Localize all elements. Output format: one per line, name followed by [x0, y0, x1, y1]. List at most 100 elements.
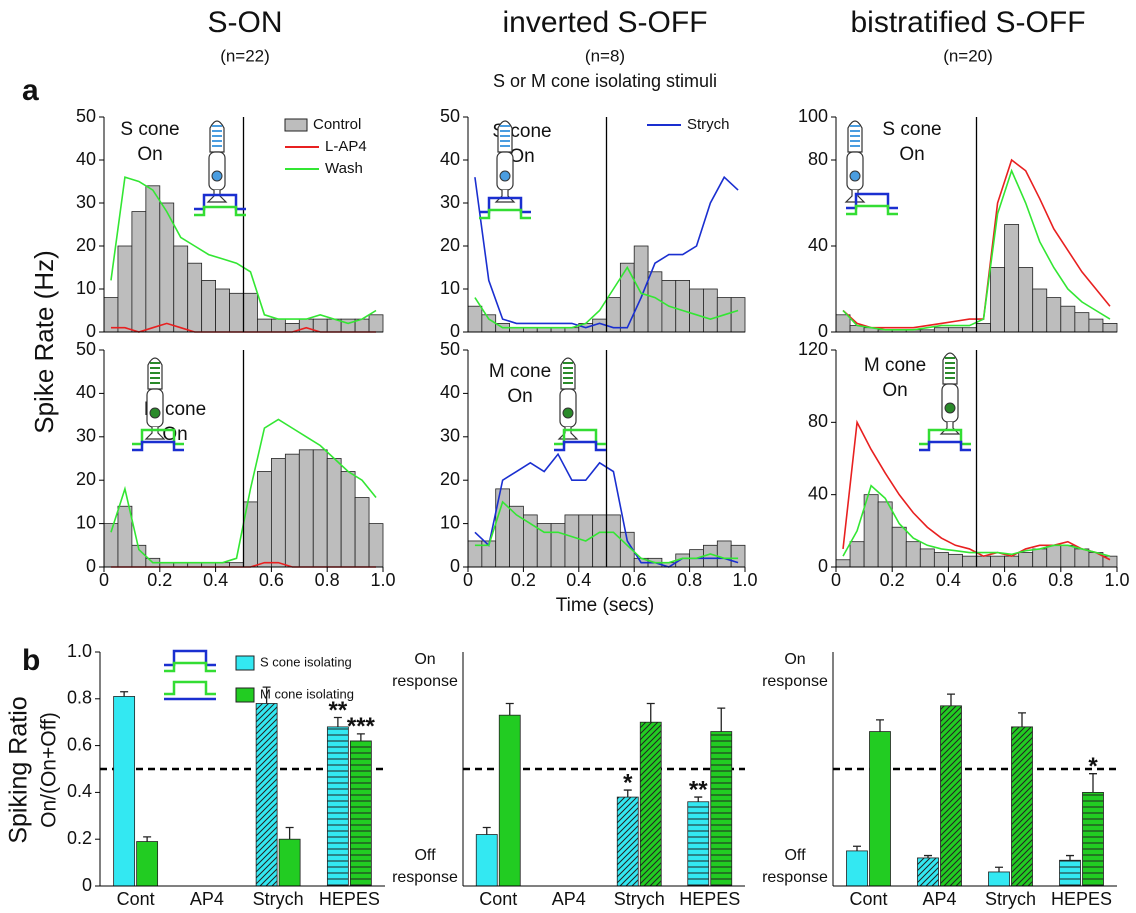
cone-icon: [939, 352, 961, 435]
panel-label: b: [22, 644, 40, 677]
histogram-bar: [863, 494, 879, 568]
y-tick-label: 100: [798, 106, 828, 126]
column-subtitle: (n=8): [585, 46, 625, 65]
histogram-bar: [933, 327, 949, 333]
cone-nucleus: [562, 407, 574, 419]
error-bar: [717, 707, 726, 732]
bar: [475, 834, 498, 887]
stimulus-step: [919, 440, 971, 452]
histogram-bar: [606, 514, 621, 568]
y-tick-label: 50: [76, 106, 96, 126]
y-tick-label: 10: [76, 278, 96, 298]
bar: [255, 703, 278, 887]
histogram-bar: [187, 262, 203, 333]
bar: [498, 714, 521, 887]
x-tick-label: 1.0: [732, 570, 757, 590]
side-label: response: [762, 869, 828, 886]
x-axis-label: Time (secs): [556, 595, 655, 616]
histogram-bar: [326, 458, 342, 568]
histogram-bar: [1032, 288, 1048, 333]
histogram-bar: [1102, 322, 1118, 333]
histogram-bar: [1060, 305, 1076, 333]
stimulus-label: On: [137, 144, 162, 165]
stimulus-step: [554, 428, 606, 446]
histogram-bar: [1046, 297, 1062, 333]
error-bar: [646, 702, 655, 723]
stimulus-step: [132, 440, 184, 452]
x-tick-label: 0.2: [147, 570, 172, 590]
y-tick-label: 0: [818, 321, 828, 341]
cone-nucleus: [499, 170, 511, 182]
x-tick-label: Strych: [985, 889, 1036, 909]
stimulus-step: [164, 680, 216, 696]
significance-label: ***: [347, 713, 376, 740]
y-tick-label: 50: [440, 106, 460, 126]
error-bar: [876, 719, 884, 732]
histogram-bar: [647, 271, 663, 333]
error-bar: [947, 693, 955, 706]
stimulus-label: On: [899, 144, 924, 165]
histogram-bar: [849, 541, 865, 568]
y-tick-label: 50: [440, 339, 460, 359]
x-tick-label: 0.4: [936, 570, 961, 590]
histogram-bar: [257, 471, 272, 568]
bar: [278, 838, 301, 887]
cone-nucleus: [211, 170, 223, 182]
histogram-bar: [976, 322, 991, 333]
histogram-bar: [298, 318, 314, 333]
y-tick-label: 20: [76, 235, 96, 255]
histogram-bar: [877, 501, 893, 568]
stimulus-step: [132, 428, 184, 446]
histogram-bar: [976, 555, 991, 568]
stimulus-label: M cone: [489, 361, 551, 382]
x-tick-label: 1.0: [1104, 570, 1129, 590]
y-tick-label: 40: [440, 382, 460, 402]
side-label: response: [392, 869, 458, 886]
side-label: On: [784, 651, 805, 668]
histogram-bar: [229, 292, 244, 333]
bar: [1059, 859, 1081, 887]
histogram-bar: [835, 314, 851, 333]
y-tick-label: 40: [808, 483, 828, 503]
histogram-bar: [933, 552, 949, 568]
histogram-bar: [962, 327, 977, 333]
error-bar: [285, 826, 294, 840]
x-tick-label: 0.8: [315, 570, 340, 590]
bar: [988, 871, 1010, 887]
stimulus-step: [846, 192, 898, 210]
bar: [113, 696, 136, 887]
histogram-bar: [243, 292, 258, 333]
histogram-bar: [312, 449, 328, 568]
x-tick-label: AP4: [190, 889, 224, 909]
cone-icon: [144, 357, 166, 440]
error-bar: [482, 826, 491, 835]
legend-label: L-AP4: [325, 138, 367, 155]
x-tick-label: 0: [463, 570, 473, 590]
significance-label: **: [689, 776, 708, 803]
side-label: response: [762, 673, 828, 690]
error-bar: [120, 691, 129, 697]
legend-label: Control: [313, 116, 361, 133]
x-tick-label: 0.6: [259, 570, 284, 590]
histogram-bar: [270, 318, 286, 333]
stimulus-step: [846, 204, 898, 216]
stimulus-label: S cone: [882, 119, 941, 140]
side-label: Off: [414, 847, 436, 864]
bar: [710, 731, 733, 887]
y-tick-label: 40: [808, 235, 828, 255]
error-bar: [623, 789, 632, 798]
bar: [349, 740, 372, 887]
x-tick-label: 0.6: [992, 570, 1017, 590]
x-tick-label: Strych: [253, 889, 304, 909]
panel-label: a: [22, 74, 39, 107]
y-tick-label: 30: [76, 192, 96, 212]
histogram-bar: [1046, 544, 1062, 568]
column-title: inverted S-OFF: [502, 6, 707, 39]
histogram-bar: [1018, 552, 1034, 568]
significance-label: **: [329, 697, 348, 724]
histogram-bar: [368, 314, 384, 333]
x-tick-label: 0: [831, 570, 841, 590]
histogram-bar: [368, 523, 384, 568]
y-axis-label: Spiking Ratio: [5, 696, 33, 843]
